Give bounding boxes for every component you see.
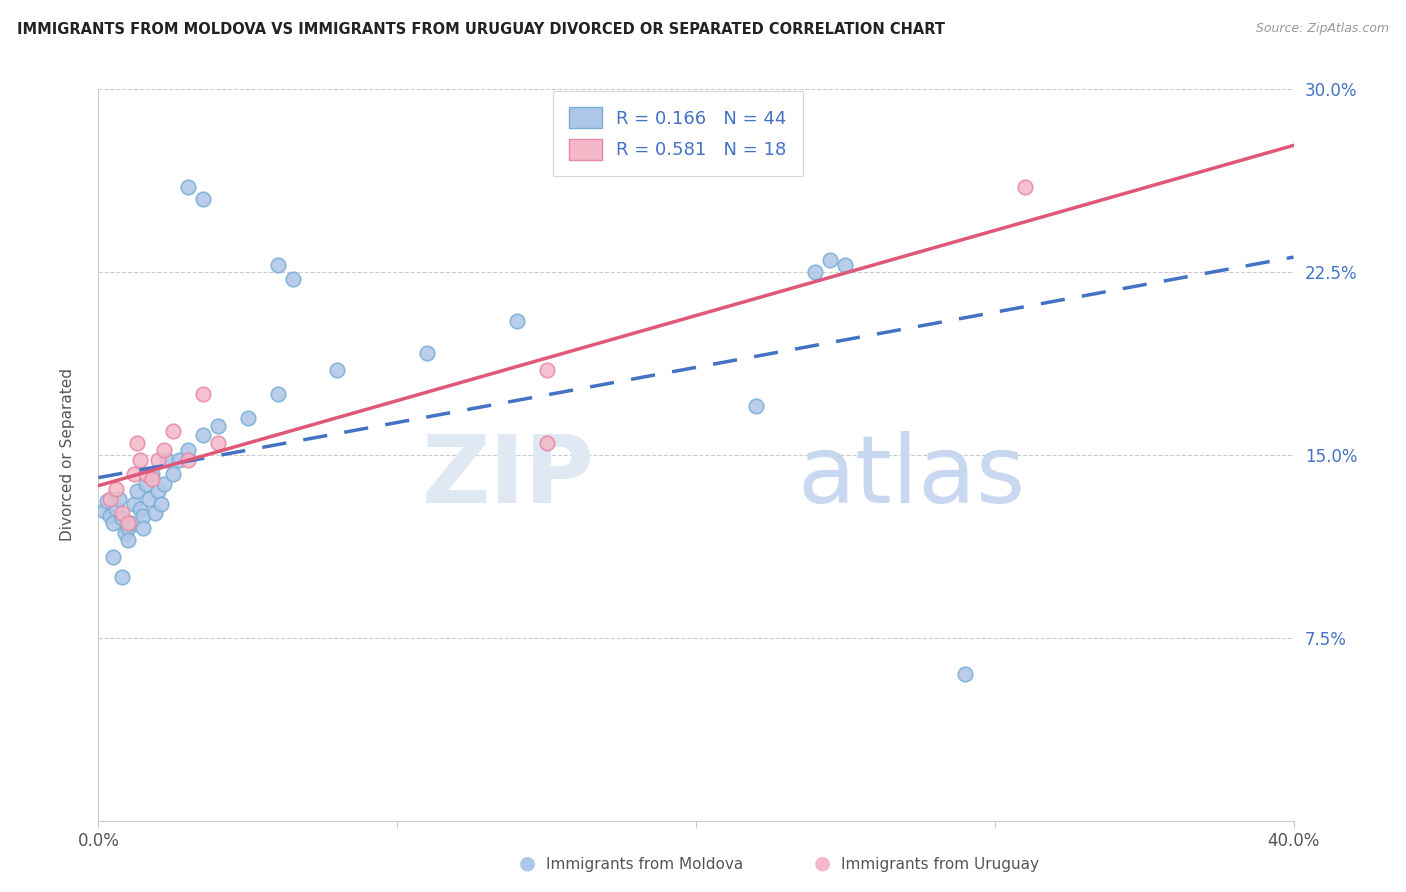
Point: [536, 435, 558, 450]
Point: [93, 504, 115, 518]
Point: [103, 550, 125, 565]
Point: [114, 525, 136, 540]
Point: [105, 501, 128, 516]
Point: [141, 467, 163, 482]
Text: atlas: atlas: [797, 431, 1026, 523]
Point: [127, 435, 149, 450]
Point: [105, 482, 128, 496]
Point: [129, 452, 152, 467]
Point: [143, 507, 166, 521]
Point: [111, 511, 134, 525]
Point: [132, 508, 155, 523]
Text: ●: ●: [814, 854, 831, 872]
Point: [804, 265, 827, 279]
Point: [745, 399, 768, 413]
Point: [124, 467, 146, 482]
Point: [141, 472, 163, 486]
Point: [153, 477, 176, 491]
Point: [191, 387, 214, 401]
Text: Source: ZipAtlas.com: Source: ZipAtlas.com: [1256, 22, 1389, 36]
Point: [135, 467, 157, 482]
Point: [148, 452, 170, 467]
Point: [117, 533, 139, 548]
Point: [156, 452, 179, 467]
Point: [162, 424, 184, 438]
Point: [416, 345, 439, 359]
Point: [138, 491, 160, 506]
Point: [236, 411, 259, 425]
Point: [326, 362, 349, 376]
Text: Immigrants from Moldova: Immigrants from Moldova: [546, 857, 742, 872]
Point: [536, 362, 558, 376]
Text: Immigrants from Uruguay: Immigrants from Uruguay: [841, 857, 1039, 872]
Point: [132, 521, 155, 535]
Point: [117, 521, 139, 535]
Y-axis label: Divorced or Separated: Divorced or Separated: [60, 368, 75, 541]
Point: [207, 418, 229, 433]
Point: [267, 258, 290, 272]
Point: [98, 491, 122, 506]
Point: [98, 508, 122, 523]
Point: [127, 484, 149, 499]
Point: [162, 467, 184, 482]
Point: [167, 452, 190, 467]
Point: [117, 516, 139, 531]
Text: IMMIGRANTS FROM MOLDOVA VS IMMIGRANTS FROM URUGUAY DIVORCED OR SEPARATED CORRELA: IMMIGRANTS FROM MOLDOVA VS IMMIGRANTS FR…: [17, 22, 945, 37]
Point: [281, 272, 304, 286]
Point: [177, 179, 200, 194]
Point: [207, 435, 229, 450]
Text: ZIP: ZIP: [422, 431, 595, 523]
Point: [103, 516, 125, 531]
Point: [177, 443, 200, 458]
Point: [177, 452, 200, 467]
Point: [129, 501, 152, 516]
Point: [953, 667, 976, 681]
Point: [124, 497, 146, 511]
Point: [267, 387, 290, 401]
Point: [96, 494, 118, 508]
Point: [191, 192, 214, 206]
Point: [148, 484, 170, 499]
Point: [820, 252, 842, 267]
Point: [111, 507, 134, 521]
Point: [834, 258, 856, 272]
Point: [153, 443, 176, 458]
Point: [191, 428, 214, 442]
Legend: R = 0.166   N = 44, R = 0.581   N = 18: R = 0.166 N = 44, R = 0.581 N = 18: [553, 91, 803, 176]
Point: [108, 491, 131, 506]
Point: [120, 516, 142, 531]
Point: [1014, 179, 1036, 194]
Point: [111, 570, 134, 584]
Point: [135, 477, 157, 491]
Text: ●: ●: [519, 854, 536, 872]
Point: [150, 497, 173, 511]
Point: [506, 314, 529, 328]
